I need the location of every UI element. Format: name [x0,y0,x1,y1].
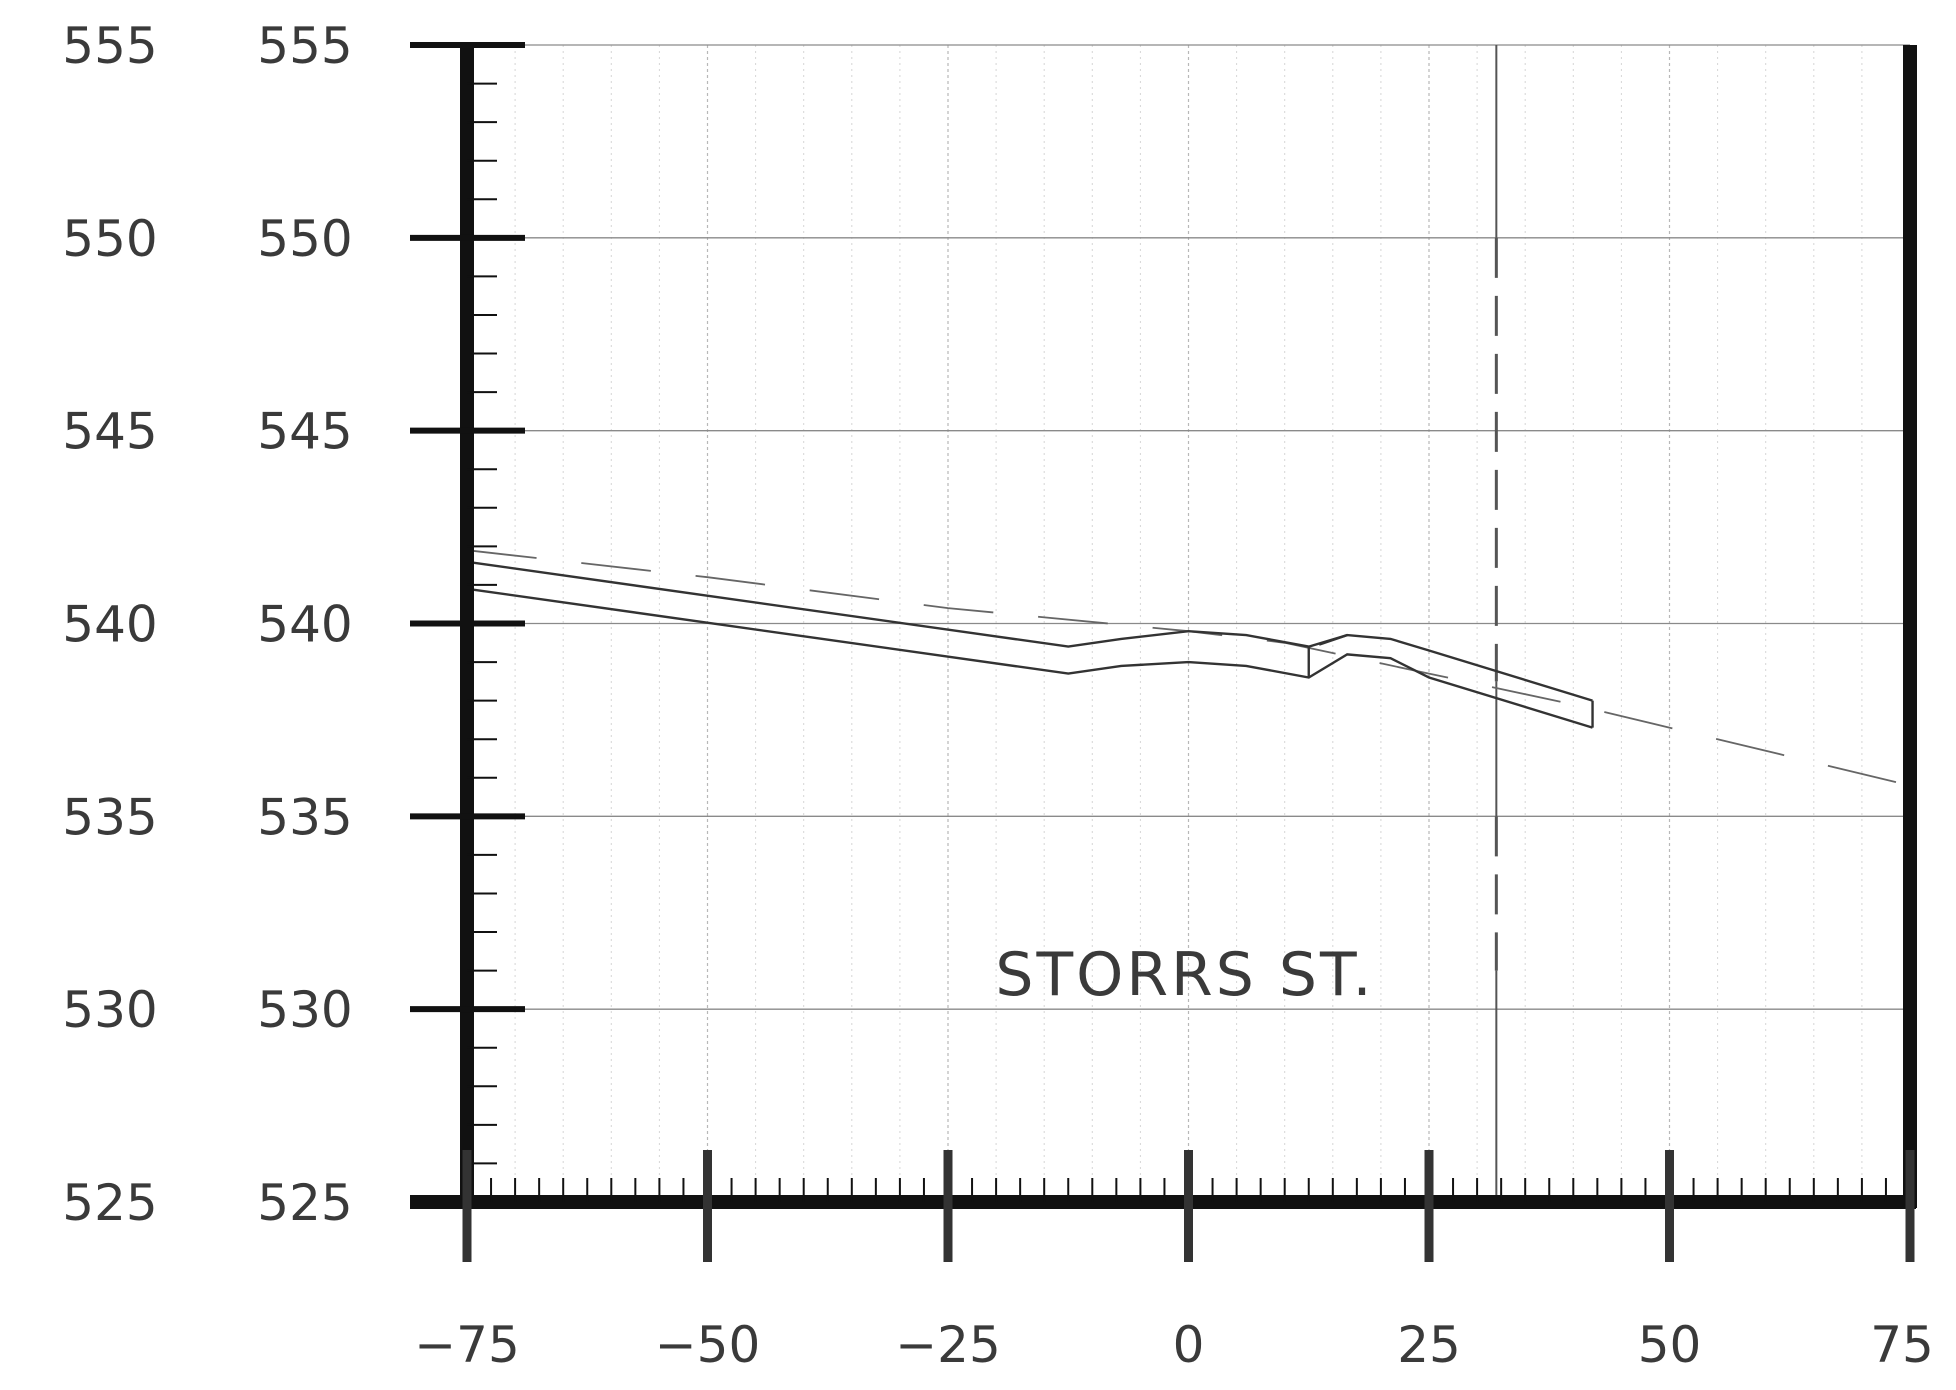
x-tick-label: 75 [1870,1316,1934,1374]
y-tick-label-inner: 545 [257,403,352,461]
y-tick-label-inner: 555 [257,17,352,75]
proposed-grade-line-2 [466,587,1593,729]
y-tick-label-outer: 555 [62,17,157,75]
profile-lines [465,549,1911,787]
y-tick-label-inner: 525 [257,1174,352,1232]
y-tick-label-outer: 545 [62,403,157,461]
y-tick-label-outer: 535 [62,788,157,846]
y-tick-label-outer: 530 [62,981,157,1039]
x-tick-label: 25 [1397,1316,1461,1374]
x-tick-label: −25 [895,1316,1001,1374]
y-tick-label-inner: 535 [257,788,352,846]
axes [410,42,1917,1262]
x-axis-labels: −75 −50 −25 0 25 50 75 [414,1316,1934,1374]
y-tick-label-outer: 540 [62,596,157,654]
x-tick-label: 0 [1173,1316,1205,1374]
street-label: STORRS ST. [995,940,1374,1010]
x-tick-label: 50 [1638,1316,1702,1374]
x-tick-label: −75 [414,1316,520,1374]
proposed-grade-line-1 [466,560,1593,702]
grid-lines [467,44,1910,1202]
y-axis-labels-outer: 555 550 545 540 535 530 525 [62,17,157,1232]
y-tick-label-inner: 550 [257,210,352,268]
section-tie-line [1318,633,1348,646]
y-tick-label-outer: 525 [62,1174,157,1232]
y-axis-labels-inner: 555 550 545 540 535 530 525 [257,17,352,1232]
x-tick-label: −50 [655,1316,761,1374]
y-tick-label-inner: 540 [257,596,352,654]
y-tick-label-outer: 550 [62,210,157,268]
y-tick-label-inner: 530 [257,981,352,1039]
